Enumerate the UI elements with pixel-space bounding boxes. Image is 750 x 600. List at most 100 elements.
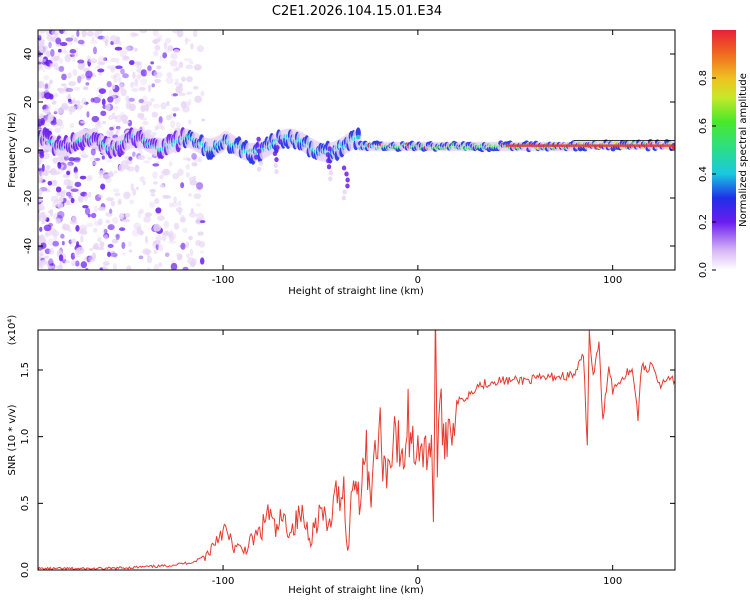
noise-blob <box>110 57 117 63</box>
noise-blob <box>67 98 72 103</box>
noise-blob <box>130 81 135 88</box>
noise-blob <box>80 191 88 197</box>
noise-blob <box>199 250 205 254</box>
noise-blob <box>116 36 121 42</box>
noise-blob <box>173 49 181 54</box>
noise-blob <box>97 68 105 73</box>
noise-blob <box>118 212 125 220</box>
noise-blob <box>98 88 107 95</box>
noise-blob <box>38 241 42 247</box>
noise-blob <box>149 188 157 194</box>
noise-blob <box>43 121 51 127</box>
noise-blob <box>180 182 185 189</box>
noise-blob <box>107 96 114 103</box>
noise-blob <box>91 36 95 41</box>
noise-blob <box>151 111 158 118</box>
noise-blob <box>58 254 64 262</box>
noise-blob <box>93 227 98 233</box>
noise-blob <box>65 87 74 93</box>
noise-blob <box>116 126 121 130</box>
noise-blob <box>168 240 177 244</box>
noise-blob <box>77 75 82 84</box>
noise-blob <box>172 201 179 207</box>
noise-blob <box>58 107 64 114</box>
streak-blob <box>345 183 350 189</box>
noise-blob <box>81 30 87 38</box>
noise-blob <box>126 265 132 270</box>
noise-blob <box>190 43 194 50</box>
noise-blob <box>152 171 158 180</box>
noise-blob <box>171 107 179 112</box>
noise-blob <box>50 56 58 62</box>
noise-blob <box>174 81 180 86</box>
noise-blob <box>70 260 76 266</box>
noise-blob <box>69 49 77 54</box>
noise-blob <box>80 261 88 269</box>
noise-blob <box>66 170 71 176</box>
noise-blob <box>74 52 79 57</box>
noise-blob <box>61 66 65 70</box>
snr-background <box>38 330 675 570</box>
spectrogram-image <box>38 30 675 270</box>
noise-blob <box>67 72 72 79</box>
noise-blob <box>61 240 65 246</box>
noise-blob <box>43 75 50 81</box>
noise-blob <box>186 76 193 83</box>
noise-blob <box>55 37 62 45</box>
noise-blob <box>140 117 147 121</box>
noise-blob <box>106 197 114 202</box>
noise-blob <box>168 160 173 167</box>
noise-blob <box>38 218 42 222</box>
noise-blob <box>50 195 59 203</box>
noise-blob <box>188 176 195 182</box>
noise-blob <box>54 30 60 36</box>
noise-blob <box>198 156 203 163</box>
noise-blob <box>64 54 72 63</box>
noise-blob <box>89 58 98 64</box>
noise-blob <box>160 170 168 176</box>
noise-blob <box>123 46 131 52</box>
noise-blob <box>175 121 181 128</box>
noise-blob <box>71 99 76 104</box>
noise-blob <box>60 83 67 87</box>
noise-blob <box>182 266 189 270</box>
noise-blob <box>113 105 119 111</box>
noise-blob <box>162 194 171 199</box>
noise-blob <box>38 34 42 41</box>
noise-blob <box>79 74 85 80</box>
noise-blob <box>187 157 191 162</box>
noise-blob <box>149 201 156 208</box>
noise-blob <box>38 188 43 197</box>
noise-blob <box>65 199 71 206</box>
noise-blob <box>55 186 62 193</box>
noise-blob <box>49 79 53 85</box>
noise-blob <box>192 86 199 90</box>
streak-blob <box>274 157 279 163</box>
noise-blob <box>63 155 69 161</box>
noise-blob <box>43 255 49 259</box>
noise-blob <box>42 216 47 221</box>
noise-blob <box>62 223 68 230</box>
noise-blob <box>128 249 133 253</box>
noise-blob <box>57 202 64 209</box>
streak-blob <box>275 145 280 151</box>
noise-blob <box>122 252 126 256</box>
noise-blob <box>180 242 186 250</box>
noise-blob <box>47 180 53 186</box>
noise-blob <box>97 120 101 127</box>
noise-blob <box>123 191 131 200</box>
noise-blob <box>82 230 88 235</box>
noise-blob <box>191 162 198 167</box>
noise-blob <box>103 228 108 234</box>
noise-blob <box>63 87 72 92</box>
noise-blob <box>42 68 46 73</box>
noise-blob <box>55 218 61 225</box>
noise-blob <box>98 194 104 198</box>
noise-blob <box>156 65 162 70</box>
noise-blob <box>153 50 159 57</box>
noise-blob <box>57 211 65 219</box>
noise-blob <box>188 235 193 241</box>
noise-blob <box>169 112 175 118</box>
noise-blob <box>172 93 179 97</box>
noise-blob <box>86 30 94 37</box>
